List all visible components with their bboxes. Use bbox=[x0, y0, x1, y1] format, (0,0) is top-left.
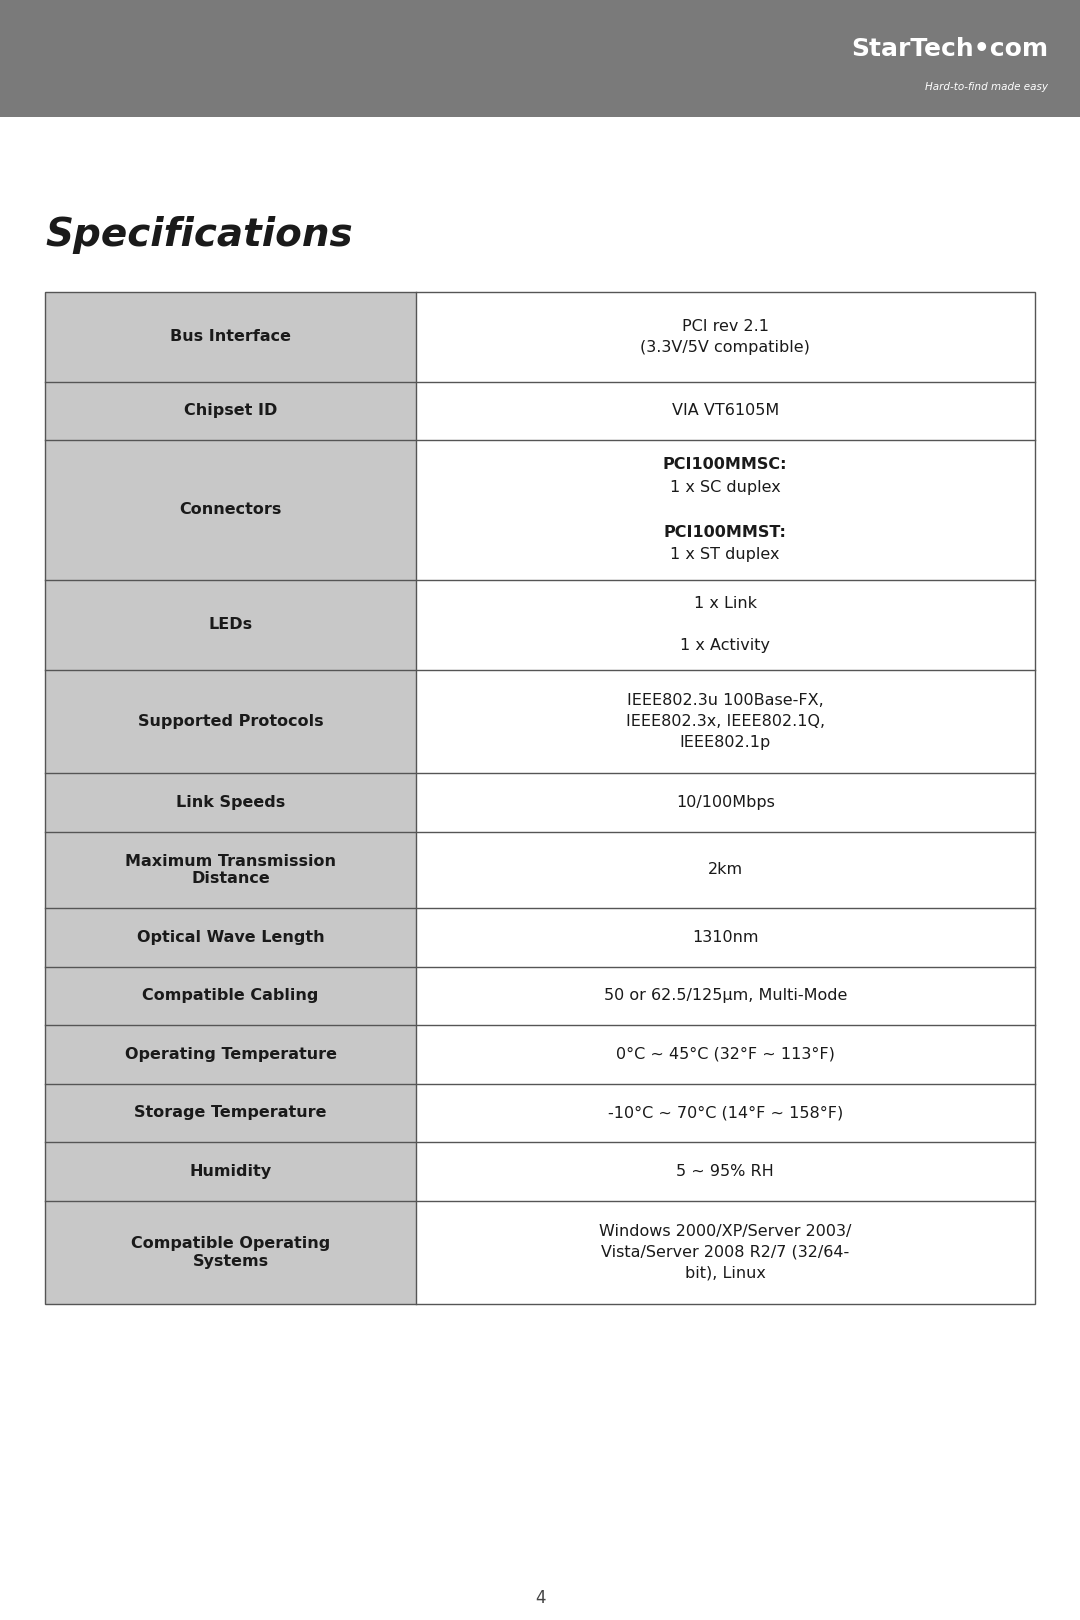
Bar bbox=[416, 1200, 1035, 1304]
Bar bbox=[416, 773, 1035, 831]
Text: Maximum Transmission
Distance: Maximum Transmission Distance bbox=[125, 854, 336, 886]
Bar bbox=[45, 1142, 416, 1200]
Bar bbox=[45, 292, 1035, 1304]
Text: StarTech•com: StarTech•com bbox=[851, 37, 1048, 62]
Bar bbox=[45, 909, 416, 967]
Bar bbox=[45, 1200, 416, 1304]
Bar bbox=[45, 773, 416, 831]
Bar bbox=[416, 1142, 1035, 1200]
Bar bbox=[416, 1084, 1035, 1142]
Text: Storage Temperature: Storage Temperature bbox=[134, 1105, 327, 1121]
Text: Operating Temperature: Operating Temperature bbox=[124, 1047, 337, 1061]
Bar bbox=[416, 441, 1035, 580]
Text: 10/100Mbps: 10/100Mbps bbox=[676, 795, 774, 810]
Text: Supported Protocols: Supported Protocols bbox=[138, 714, 323, 729]
Text: Compatible Operating
Systems: Compatible Operating Systems bbox=[131, 1236, 330, 1268]
Text: Optical Wave Length: Optical Wave Length bbox=[137, 930, 324, 944]
Bar bbox=[45, 580, 416, 669]
Text: LEDs: LEDs bbox=[208, 617, 253, 632]
Text: 1310nm: 1310nm bbox=[692, 930, 758, 944]
Bar bbox=[416, 909, 1035, 967]
Text: 1 x ST duplex: 1 x ST duplex bbox=[671, 548, 780, 562]
Bar bbox=[416, 967, 1035, 1025]
Text: PCI100MMST:: PCI100MMST: bbox=[664, 525, 786, 539]
Bar bbox=[45, 1084, 416, 1142]
Text: 5 ~ 95% RH: 5 ~ 95% RH bbox=[676, 1163, 774, 1179]
Bar bbox=[45, 1025, 416, 1084]
Text: PCI rev 2.1
(3.3V/5V compatible): PCI rev 2.1 (3.3V/5V compatible) bbox=[640, 319, 810, 355]
Text: Humidity: Humidity bbox=[189, 1163, 272, 1179]
Text: 50 or 62.5/125μm, Multi-Mode: 50 or 62.5/125μm, Multi-Mode bbox=[604, 988, 847, 1003]
Text: 4: 4 bbox=[535, 1589, 545, 1607]
Bar bbox=[416, 382, 1035, 441]
Text: 1 x SC duplex: 1 x SC duplex bbox=[670, 480, 781, 494]
Bar bbox=[416, 580, 1035, 669]
Text: Hard-to-find made easy: Hard-to-find made easy bbox=[924, 83, 1048, 92]
Bar bbox=[416, 669, 1035, 773]
Text: Link Speeds: Link Speeds bbox=[176, 795, 285, 810]
Bar bbox=[45, 669, 416, 773]
Text: PCI100MMSC:: PCI100MMSC: bbox=[663, 457, 787, 473]
Text: IEEE802.3u 100Base-FX,
IEEE802.3x, IEEE802.1Q,
IEEE802.1p: IEEE802.3u 100Base-FX, IEEE802.3x, IEEE8… bbox=[625, 693, 825, 750]
Text: 2km: 2km bbox=[707, 862, 743, 878]
Bar bbox=[416, 292, 1035, 382]
Bar bbox=[45, 292, 416, 382]
Bar bbox=[416, 1025, 1035, 1084]
Text: Windows 2000/XP/Server 2003/
Vista/Server 2008 R2/7 (32/64-
bit), Linux: Windows 2000/XP/Server 2003/ Vista/Serve… bbox=[599, 1223, 851, 1281]
Bar bbox=[45, 441, 416, 580]
Text: Compatible Cabling: Compatible Cabling bbox=[143, 988, 319, 1003]
Text: Specifications: Specifications bbox=[45, 215, 353, 254]
Bar bbox=[0, 0, 1080, 117]
Text: Chipset ID: Chipset ID bbox=[184, 403, 278, 418]
Text: Connectors: Connectors bbox=[179, 502, 282, 517]
Text: Bus Interface: Bus Interface bbox=[170, 329, 292, 343]
Text: -10°C ~ 70°C (14°F ~ 158°F): -10°C ~ 70°C (14°F ~ 158°F) bbox=[608, 1105, 842, 1121]
Text: 0°C ~ 45°C (32°F ~ 113°F): 0°C ~ 45°C (32°F ~ 113°F) bbox=[616, 1047, 835, 1061]
Bar bbox=[416, 831, 1035, 909]
Bar bbox=[45, 382, 416, 441]
Bar bbox=[45, 967, 416, 1025]
Text: 1 x Link

1 x Activity: 1 x Link 1 x Activity bbox=[680, 596, 770, 653]
Bar bbox=[45, 831, 416, 909]
Text: VIA VT6105M: VIA VT6105M bbox=[672, 403, 779, 418]
